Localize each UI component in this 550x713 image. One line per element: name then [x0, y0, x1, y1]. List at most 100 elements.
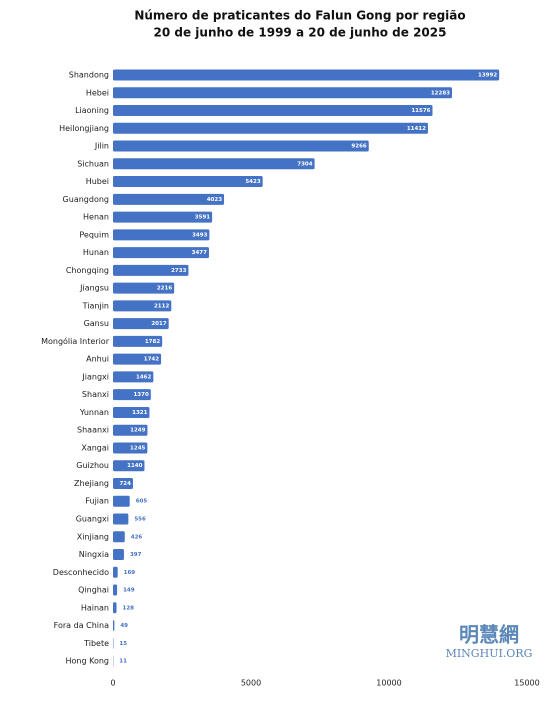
- value-label: 49: [120, 623, 128, 629]
- bar: [113, 477, 133, 489]
- y-tick-label: Tibete: [83, 639, 109, 648]
- y-tick-label: Xinjiang: [77, 532, 109, 541]
- bar: [113, 602, 117, 614]
- y-tick-label: Mongólia Interior: [41, 336, 110, 346]
- y-tick-label: Liaoning: [75, 106, 109, 115]
- y-tick-label: Desconhecido: [53, 568, 109, 577]
- y-tick-label: Hunan: [83, 248, 109, 257]
- bar: [113, 211, 213, 223]
- bar: [113, 531, 125, 543]
- bar: [113, 318, 169, 330]
- value-label: 1245: [130, 445, 145, 451]
- y-tick-label: Guangdong: [63, 195, 109, 204]
- y-tick-label: Guizhou: [76, 461, 109, 470]
- bar: [113, 442, 148, 454]
- chart-title: Número de praticantes do Falun Gong por …: [134, 9, 465, 23]
- bar: [113, 264, 189, 276]
- x-tick-label: 15000: [514, 679, 539, 688]
- y-tick-label: Guangxi: [76, 515, 109, 524]
- bar: [113, 513, 129, 525]
- value-label: 7304: [297, 161, 312, 167]
- bar: [113, 193, 225, 205]
- value-label: 426: [131, 534, 143, 540]
- value-label: 724: [119, 481, 131, 487]
- value-label: 1370: [133, 392, 148, 398]
- bar: [113, 176, 263, 188]
- bar: [113, 424, 148, 436]
- bar: [113, 140, 369, 152]
- y-tick-label: Hubei: [86, 177, 109, 186]
- value-label: 11412: [407, 126, 426, 132]
- y-tick-label: Shandong: [69, 71, 109, 80]
- bar: [113, 495, 130, 507]
- y-tick-label: Shanxi: [82, 390, 109, 399]
- bar: [113, 584, 118, 596]
- value-label: 5423: [245, 179, 260, 185]
- watermark-logo: 明慧網: [459, 623, 519, 647]
- y-tick-label: Gansu: [84, 319, 109, 328]
- value-label: 12283: [431, 90, 450, 96]
- bar: [113, 566, 118, 578]
- x-tick-label: 10000: [376, 679, 401, 688]
- y-tick-label: Zhejiang: [74, 479, 109, 488]
- y-tick-label: Jiangsu: [79, 284, 109, 293]
- bar: [113, 229, 210, 241]
- y-tick-label: Chongqing: [66, 266, 109, 275]
- y-tick-label: Henan: [83, 213, 109, 222]
- bar: [113, 87, 453, 99]
- value-label: 4023: [207, 197, 222, 203]
- bar: [113, 620, 115, 632]
- bar: [113, 247, 209, 259]
- value-label: 2112: [154, 303, 169, 309]
- y-tick-label: Fora da China: [54, 621, 109, 630]
- value-label: 2017: [151, 321, 166, 327]
- value-label: 3493: [192, 232, 207, 238]
- bar: [113, 460, 145, 472]
- y-tick-label: Sichuan: [77, 159, 109, 168]
- y-tick-label: Jilin: [94, 142, 109, 151]
- value-label: 9266: [351, 144, 366, 150]
- y-tick-label: Yunnan: [79, 408, 109, 417]
- value-label: 1249: [130, 428, 145, 434]
- value-label: 11: [119, 659, 127, 665]
- watermark-site: MINGHUI.ORG: [446, 647, 533, 660]
- y-tick-label: Anhui: [86, 355, 109, 364]
- y-tick-label: Hong Kong: [66, 657, 110, 666]
- bar: [113, 353, 162, 365]
- y-tick-label: Jiangxi: [81, 372, 109, 381]
- value-label: 149: [123, 588, 135, 594]
- y-tick-label: Hebei: [86, 88, 109, 97]
- value-label: 169: [124, 570, 136, 576]
- bar: [113, 282, 175, 294]
- bar: [113, 406, 150, 418]
- bar: [113, 122, 428, 134]
- value-label: 1140: [127, 463, 142, 469]
- value-label: 11576: [411, 108, 430, 114]
- x-tick-label: 0: [110, 679, 115, 688]
- value-label: 13992: [478, 73, 497, 79]
- x-tick-label: 5000: [241, 679, 261, 688]
- value-label: 1782: [145, 339, 160, 345]
- bar: [113, 389, 151, 401]
- value-label: 15: [119, 641, 127, 647]
- value-label: 1462: [136, 374, 151, 380]
- value-label: 397: [130, 552, 142, 558]
- y-tick-label: Fujian: [85, 497, 109, 506]
- y-tick-label: Qinghai: [78, 586, 109, 595]
- value-label: 2733: [171, 268, 186, 274]
- y-tick-label: Shaanxi: [77, 426, 109, 435]
- bar: [113, 158, 315, 170]
- y-tick-label: Hainan: [81, 603, 109, 612]
- value-label: 3477: [192, 250, 207, 256]
- y-tick-label: Tianjin: [82, 301, 109, 310]
- bar: [113, 300, 172, 312]
- y-tick-label: Ningxia: [79, 550, 109, 559]
- bar: [113, 549, 124, 561]
- value-label: 128: [123, 605, 135, 611]
- bar: [113, 371, 154, 383]
- bar: [113, 69, 500, 81]
- value-label: 605: [136, 499, 148, 505]
- bar: [113, 105, 433, 117]
- value-label: 556: [134, 517, 146, 523]
